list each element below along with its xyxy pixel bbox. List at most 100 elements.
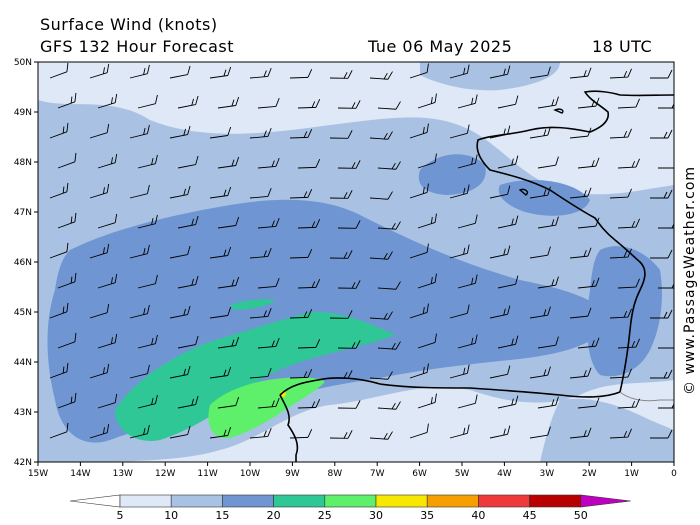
wind-barb <box>489 425 511 439</box>
wind-barb <box>617 278 640 289</box>
lat-label: 42N <box>14 458 32 468</box>
wind-barb <box>369 371 393 380</box>
wind-barb <box>257 217 280 229</box>
legend-swatch <box>580 494 631 508</box>
wind-barb <box>529 186 551 199</box>
wind-barb <box>169 245 191 259</box>
legend-swatch <box>222 494 274 508</box>
coastline-galicia <box>279 394 299 462</box>
wind-barb <box>609 128 632 139</box>
wind-barb <box>57 332 77 349</box>
wind-barb <box>417 93 437 109</box>
wind-barb <box>129 244 150 259</box>
wind-barb <box>97 393 118 409</box>
wind-barb <box>289 129 313 139</box>
wind-barb <box>609 368 632 379</box>
forecast-subtitle: GFS 132 Hour Forecast <box>40 37 235 56</box>
wind-band-25-30 <box>208 377 325 439</box>
wind-barb <box>169 65 191 79</box>
lon-label: 0 <box>671 469 677 479</box>
wind-barb <box>497 155 519 169</box>
border-pyrenees <box>619 391 674 402</box>
wind-barb <box>289 309 313 319</box>
wind-barb <box>337 220 361 229</box>
wind-barb <box>137 214 158 229</box>
wind-barb <box>537 96 559 109</box>
wind-barb <box>617 338 640 349</box>
legend-label: 20 <box>267 509 281 522</box>
legend-swatch <box>119 494 172 508</box>
legend-swatch <box>529 494 582 508</box>
wind-barb <box>529 66 551 79</box>
lon-label: 6W <box>412 469 427 479</box>
wind-barb <box>257 337 280 349</box>
legend-swatch <box>426 494 479 508</box>
wind-barb <box>409 303 429 319</box>
wind-barb <box>297 99 321 109</box>
wind-barb <box>569 67 592 79</box>
wind-barb <box>609 308 632 319</box>
wind-barb <box>97 273 118 289</box>
channel-islands <box>518 108 564 196</box>
wind-barb <box>369 311 393 320</box>
wind-barb <box>377 281 401 290</box>
wind-barb <box>417 213 437 229</box>
wind-barb <box>89 243 110 259</box>
wind-barb <box>289 69 313 79</box>
wind-barb <box>489 305 511 319</box>
lon-label: 8W <box>327 469 342 479</box>
wind-barb <box>137 154 158 169</box>
wind-barb <box>89 183 110 199</box>
lon-label: 7W <box>370 469 385 479</box>
lon-label: 15W <box>28 469 48 479</box>
wind-barb <box>129 424 150 439</box>
wind-barb <box>49 242 69 259</box>
wind-barb <box>377 341 401 350</box>
wind-barb <box>369 71 393 80</box>
wind-barb <box>337 100 361 109</box>
map-title: Surface Wind (knots) <box>40 15 218 34</box>
wind-barb <box>569 307 592 319</box>
wind-barb <box>337 400 361 409</box>
coastline-iberia <box>279 377 621 398</box>
wind-barb <box>449 304 470 319</box>
wind-barb <box>609 188 632 199</box>
wind-barb <box>529 366 551 379</box>
lat-label: 47N <box>14 208 32 218</box>
wind-barb <box>289 429 313 439</box>
wind-barb <box>569 427 592 439</box>
wind-barb <box>89 423 110 439</box>
wind-band-15-20-biscay-east <box>587 246 662 377</box>
wind-barb <box>169 365 191 379</box>
wind-band-20-25 <box>115 311 395 441</box>
wind-barb <box>177 155 199 169</box>
wind-barb <box>169 185 191 199</box>
legend-swatch <box>273 494 326 508</box>
wind-barb <box>337 160 361 169</box>
wind-barb <box>89 63 110 79</box>
wind-barb <box>529 306 551 319</box>
wind-barb <box>97 153 118 169</box>
wind-barb <box>417 333 437 349</box>
legend-label: 10 <box>164 509 178 522</box>
forecast-time: 18 UTC <box>592 37 653 56</box>
legend-label: 35 <box>420 509 434 522</box>
legend-label: 40 <box>471 509 485 522</box>
lat-label: 46N <box>14 258 32 268</box>
wind-barb <box>577 337 600 349</box>
coastline-france <box>476 90 674 393</box>
wind-barb <box>489 125 511 139</box>
wind-barb <box>449 364 470 379</box>
wind-barb <box>297 339 321 349</box>
legend-label: 25 <box>318 509 332 522</box>
wind-barb <box>529 426 551 439</box>
wind-barb <box>177 95 199 109</box>
wind-barb <box>217 216 240 229</box>
wind-barb <box>217 396 240 409</box>
wind-barb <box>89 123 110 139</box>
wind-barb <box>209 66 232 79</box>
wind-barb <box>49 302 69 319</box>
wind-barb <box>329 190 353 199</box>
wind-barb <box>257 277 280 289</box>
wind-barb <box>337 340 361 349</box>
